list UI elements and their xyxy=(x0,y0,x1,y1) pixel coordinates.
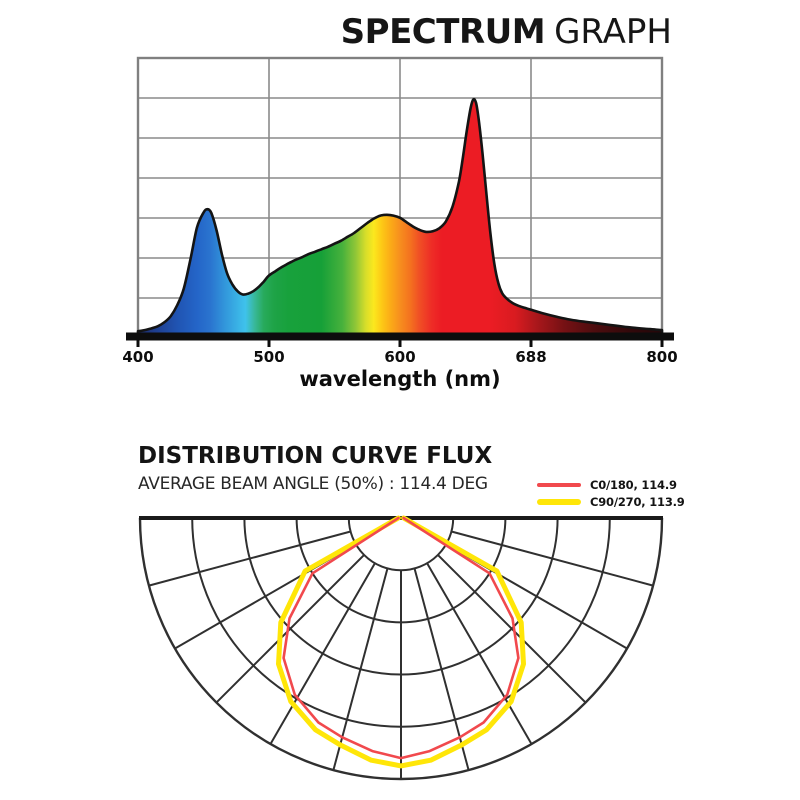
polar-grid xyxy=(138,516,664,781)
x-tick-label: 600 xyxy=(384,348,415,366)
distribution-legend: C0/180, 114.9 C90/270, 113.9 xyxy=(537,476,685,510)
polar-spoke xyxy=(148,530,351,587)
distribution-subtitle: AVERAGE BEAM ANGLE (50%) : 114.4 DEG xyxy=(138,474,488,494)
x-tick-mark xyxy=(529,340,533,347)
x-tick-label: 500 xyxy=(253,348,284,366)
legend-swatch-c90-270-icon xyxy=(537,498,581,505)
spectrum-plot: 400 500 600 688 800 wavelength (nm) xyxy=(122,56,678,391)
x-axis: 400 500 600 688 800 wavelength (nm) xyxy=(122,332,678,391)
x-tick-mark xyxy=(267,340,271,347)
spectrum-title-secondary: GRAPH xyxy=(554,12,672,52)
x-tick-mark xyxy=(136,340,140,347)
spectrum-curve xyxy=(136,97,664,336)
polar-spoke xyxy=(437,554,587,704)
polar-distribution-plot xyxy=(138,515,664,781)
spectrum-title-primary: SPECTRUM xyxy=(340,12,546,52)
distribution-title: DISTRIBUTION CURVE FLUX xyxy=(138,443,493,469)
lobe-c0-180 xyxy=(282,516,520,760)
polar-spoke xyxy=(332,568,389,771)
x-tick-label: 688 xyxy=(515,348,546,366)
legend-item-c0-180: C0/180, 114.9 xyxy=(537,476,685,493)
lobe-c90-270 xyxy=(276,515,526,769)
legend-swatch-c0-180-icon xyxy=(537,482,581,487)
x-tick-mark xyxy=(660,340,664,347)
x-tick-label: 800 xyxy=(646,348,677,366)
spectrum-chart-title: SPECTRUM GRAPH xyxy=(341,12,672,52)
x-axis-line xyxy=(126,332,674,341)
x-tick-mark xyxy=(398,340,402,347)
legend-label-c0-180: C0/180, 114.9 xyxy=(590,477,677,492)
polar-spoke xyxy=(451,530,654,587)
polar-spoke xyxy=(269,562,376,745)
polar-spoke xyxy=(426,562,533,745)
legend-item-c90-270: C90/270, 113.9 xyxy=(537,493,685,510)
legend-label-c90-270: C90/270, 113.9 xyxy=(590,494,685,509)
polar-spoke xyxy=(215,554,365,704)
x-tick-label: 400 xyxy=(122,348,153,366)
polar-ring xyxy=(347,517,455,572)
polar-spoke xyxy=(413,568,470,771)
x-axis-title: wavelength (nm) xyxy=(299,367,500,391)
